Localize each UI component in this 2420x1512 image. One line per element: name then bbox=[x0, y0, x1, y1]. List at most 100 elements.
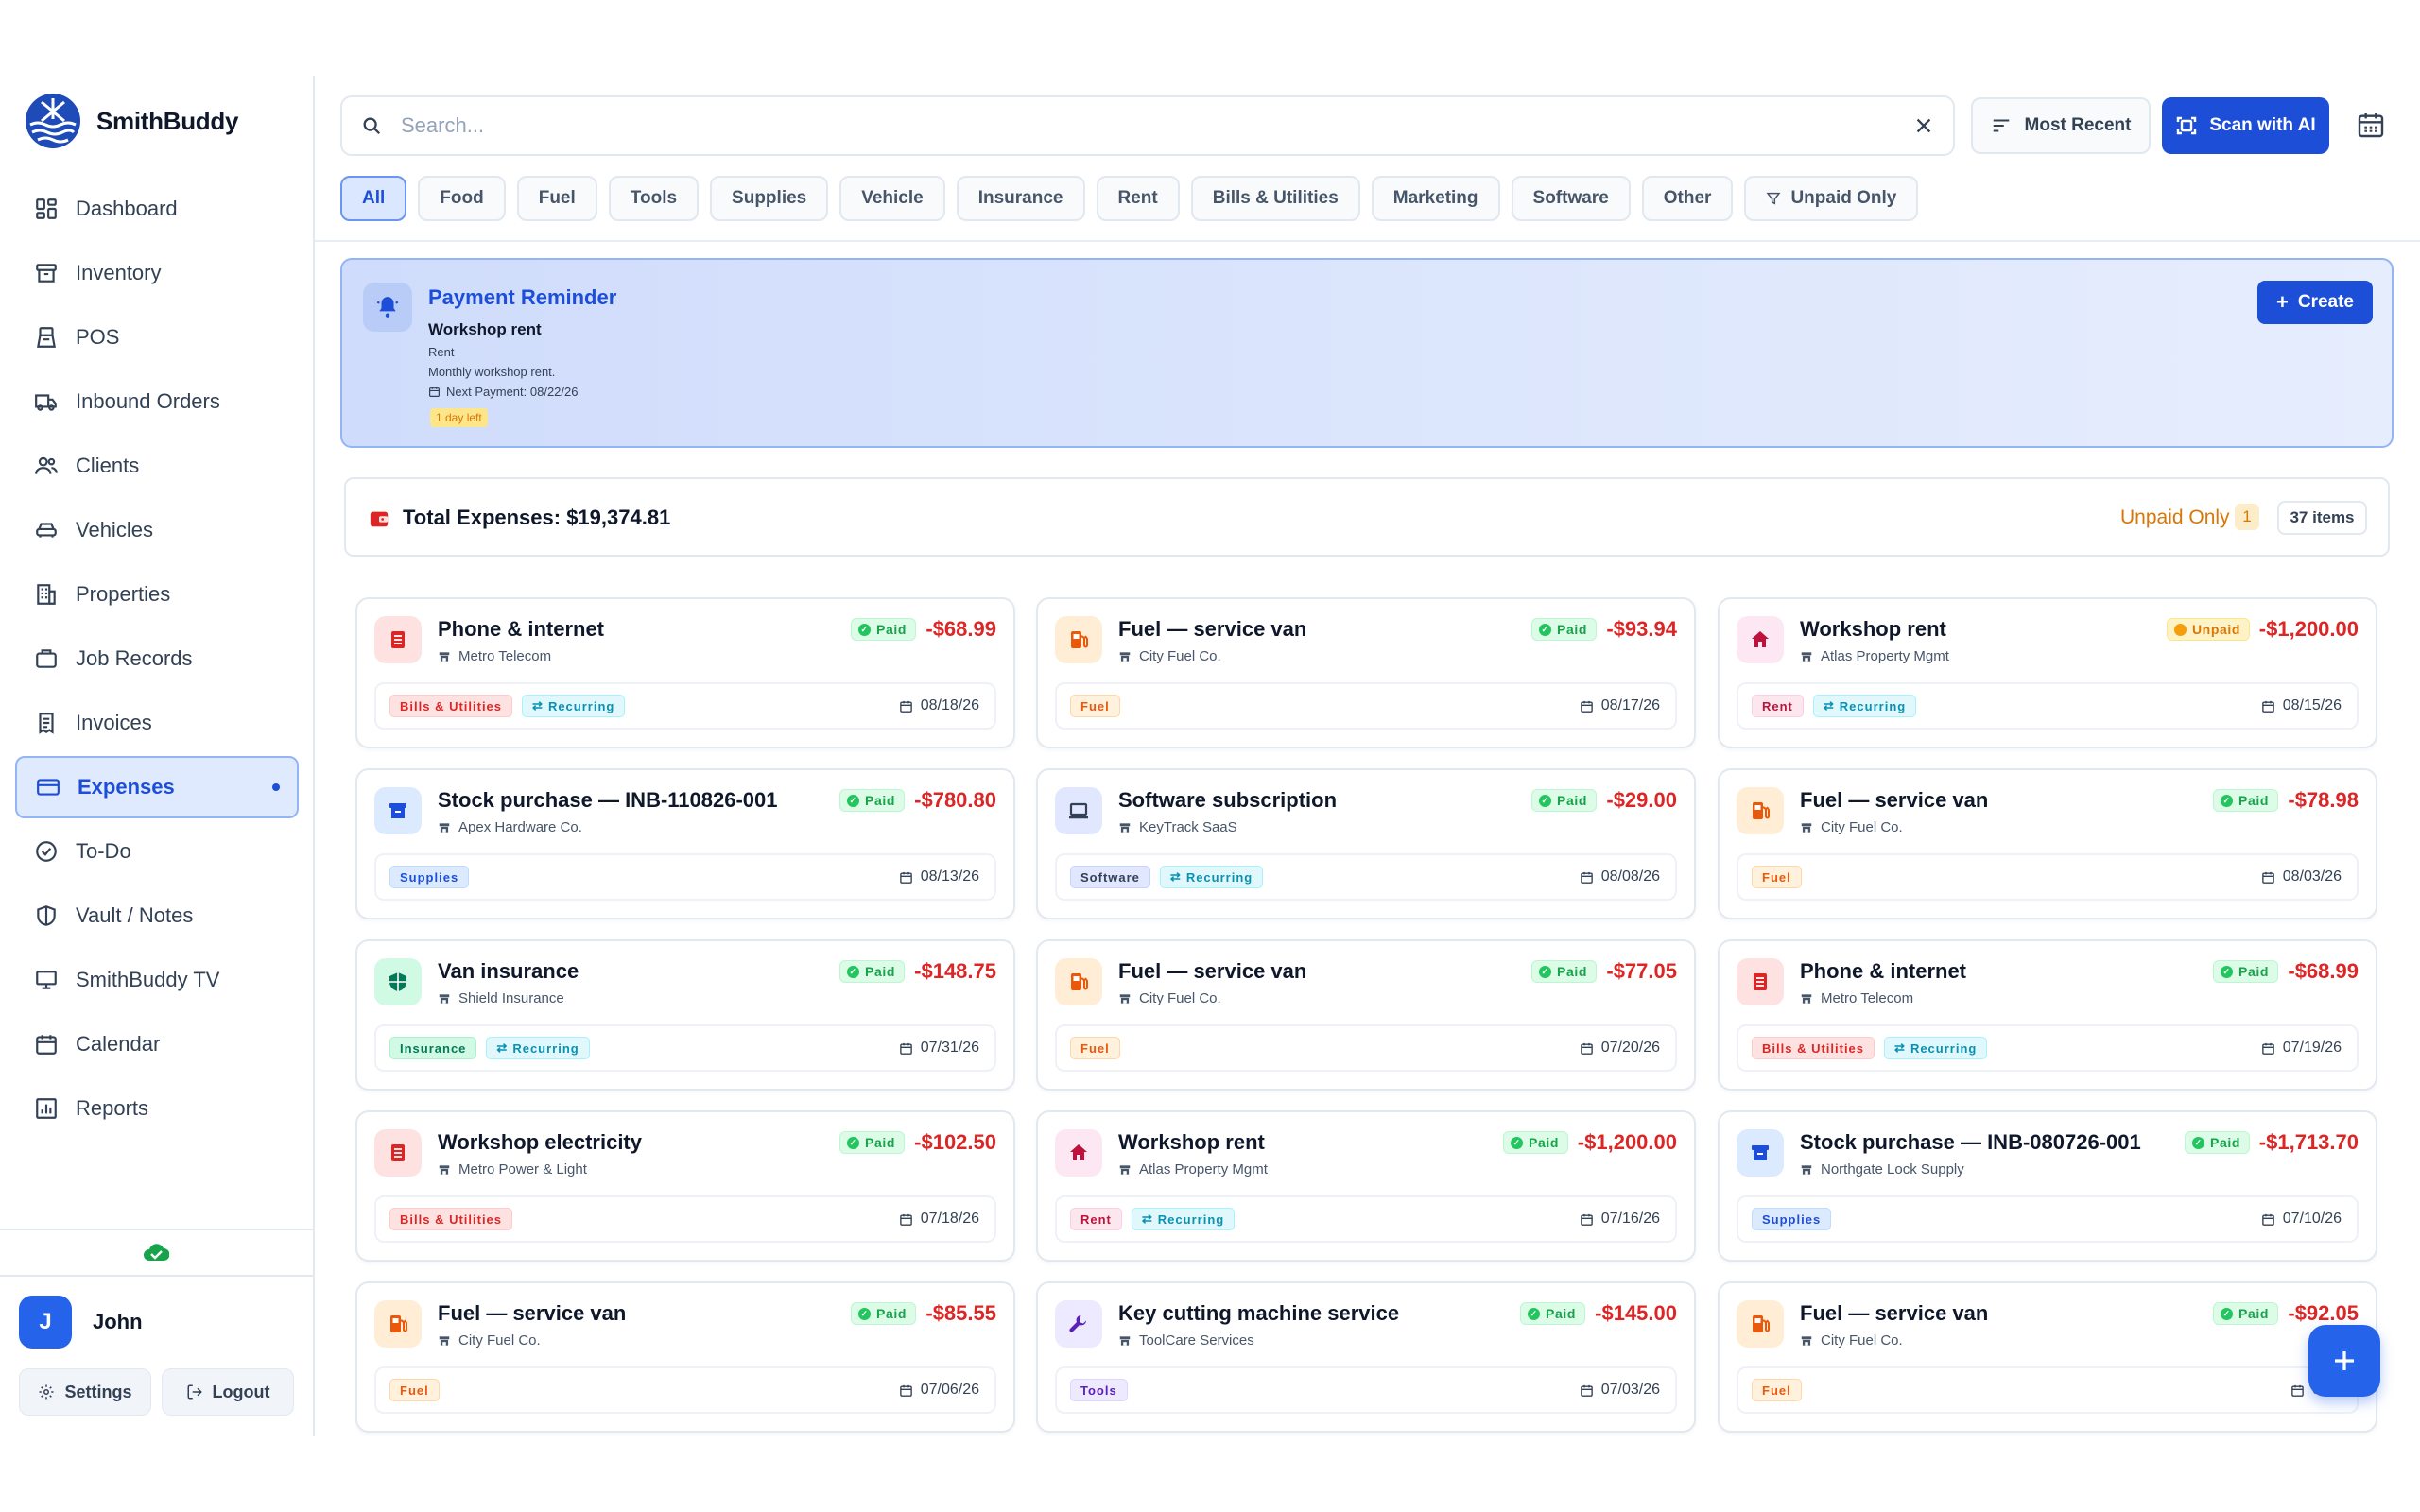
category-tag: Bills & Utilities bbox=[1752, 1037, 1876, 1059]
sidebar-item-vault-notes[interactable]: Vault / Notes bbox=[15, 885, 299, 947]
filter-unpaid-only[interactable]: Unpaid Only bbox=[1744, 176, 1919, 221]
expense-card[interactable]: Phone & internet Metro Telecom ✓ Paid -$68.9… bbox=[355, 597, 1015, 748]
sidebar-item-dashboard[interactable]: Dashboard bbox=[15, 178, 299, 240]
expense-card[interactable]: Fuel — service van City Fuel Co. ✓ Paid -$93… bbox=[1036, 597, 1696, 748]
expense-title: Software subscription bbox=[1118, 788, 1338, 812]
status-badge: ✓ Paid bbox=[851, 1302, 916, 1325]
sidebar-item-vehicles[interactable]: Vehicles bbox=[15, 499, 299, 561]
brand[interactable]: SmithBuddy bbox=[25, 92, 238, 150]
expense-vendor: Metro Telecom bbox=[1800, 990, 1913, 1006]
expense-card[interactable]: Stock purchase — INB-110826-001 Apex Hard… bbox=[355, 768, 1015, 919]
unpaid-only-toggle[interactable]: Unpaid Only bbox=[2120, 507, 2230, 528]
scan-with-ai-button[interactable]: Scan with AI bbox=[2162, 97, 2329, 154]
sidebar-item-job-records[interactable]: Job Records bbox=[15, 627, 299, 690]
laptop-icon bbox=[1055, 787, 1102, 834]
search-input[interactable] bbox=[401, 113, 1913, 138]
add-expense-button[interactable] bbox=[2308, 1325, 2380, 1397]
sidebar-item-to-do[interactable]: To-Do bbox=[15, 820, 299, 883]
bill-icon bbox=[374, 1129, 422, 1177]
fuel-pump-icon bbox=[374, 1300, 422, 1348]
category-tag: Insurance bbox=[389, 1037, 477, 1059]
create-button[interactable]: + Create bbox=[2257, 281, 2373, 324]
expense-grid: Phone & internet Metro Telecom ✓ Paid -$68.9… bbox=[355, 597, 2378, 1436]
store-icon bbox=[1119, 1164, 1131, 1175]
expense-card[interactable]: Van insurance Shield Insurance ✓ Paid -$148.… bbox=[355, 939, 1015, 1091]
filter-chip-tools[interactable]: Tools bbox=[608, 176, 700, 221]
filter-chip-all[interactable]: All bbox=[340, 176, 407, 221]
sort-button[interactable]: Most Recent bbox=[1971, 97, 2151, 154]
sidebar-item-invoices[interactable]: Invoices bbox=[15, 692, 299, 754]
sidebar-item-properties[interactable]: Properties bbox=[15, 563, 299, 626]
expense-title: Fuel — service van bbox=[1118, 617, 1307, 641]
sidebar-item-calendar[interactable]: Calendar bbox=[15, 1013, 299, 1075]
filter-icon bbox=[1766, 192, 1781, 205]
logout-button[interactable]: Logout bbox=[162, 1368, 294, 1416]
filter-chip-bills-utilities[interactable]: Bills & Utilities bbox=[1190, 176, 1360, 221]
filter-chip-rent[interactable]: Rent bbox=[1096, 176, 1180, 221]
sidebar-item-pos[interactable]: POS bbox=[15, 306, 299, 369]
fuel-pump-icon bbox=[1737, 1300, 1784, 1348]
vendor-name: Metro Telecom bbox=[1821, 990, 1914, 1006]
filter-chip-fuel[interactable]: Fuel bbox=[516, 176, 597, 221]
recurring-label: Recurring bbox=[1839, 698, 1907, 713]
cloud-check-icon bbox=[144, 1244, 169, 1261]
sidebar-item-smithbuddy-tv[interactable]: SmithBuddy TV bbox=[15, 949, 299, 1011]
date-text: 07/31/26 bbox=[920, 1040, 979, 1056]
expense-amount: -$68.99 bbox=[925, 617, 996, 641]
sidebar-nav: Dashboard Inventory POS Inbound Orders Clien… bbox=[15, 178, 299, 1142]
vendor-name: Northgate Lock Supply bbox=[1821, 1161, 1964, 1177]
category-tag: Fuel bbox=[1070, 1037, 1120, 1059]
expense-card[interactable]: Fuel — service van City Fuel Co. ✓ Paid -$85… bbox=[355, 1281, 1015, 1433]
filter-chip-software[interactable]: Software bbox=[1511, 176, 1631, 221]
archive-box-icon bbox=[374, 787, 422, 834]
expense-title: Workshop rent bbox=[1800, 617, 1946, 641]
user-name: John bbox=[93, 1310, 143, 1333]
user-profile[interactable]: J John bbox=[19, 1296, 143, 1349]
date-text: 07/03/26 bbox=[1600, 1382, 1660, 1398]
sidebar-item-clients[interactable]: Clients bbox=[15, 435, 299, 497]
bell-icon bbox=[363, 283, 412, 332]
expense-card[interactable]: Phone & internet Metro Telecom ✓ Paid -$68.9… bbox=[1718, 939, 2377, 1091]
expense-date: 07/19/26 bbox=[2261, 1040, 2342, 1057]
clients-icon bbox=[35, 456, 58, 474]
sidebar-item-inbound-orders[interactable]: Inbound Orders bbox=[15, 370, 299, 433]
calendar-icon[interactable] bbox=[2356, 110, 2386, 140]
total-expenses: Total Expenses: $19,374.81 bbox=[403, 506, 671, 529]
filter-chip-insurance[interactable]: Insurance bbox=[956, 176, 1085, 221]
expense-date: 08/03/26 bbox=[2261, 868, 2342, 885]
expense-card[interactable]: Stock purchase — INB-080726-001 Northgate… bbox=[1718, 1110, 2377, 1262]
filter-chip-other[interactable]: Other bbox=[1641, 176, 1734, 221]
expense-card[interactable]: Fuel — service van City Fuel Co. ✓ Paid -$77… bbox=[1036, 939, 1696, 1091]
sidebar-item-expenses[interactable]: Expenses bbox=[15, 756, 299, 818]
vendor-name: Metro Telecom bbox=[458, 648, 552, 664]
status-text: Paid bbox=[1557, 622, 1587, 637]
sidebar-item-inventory[interactable]: Inventory bbox=[15, 242, 299, 304]
expense-amount: -$145.00 bbox=[1595, 1301, 1677, 1325]
repeat-icon: ⇄ bbox=[532, 698, 544, 713]
home-icon bbox=[1737, 616, 1784, 663]
expense-card[interactable]: Workshop electricity Metro Power & Light ✓… bbox=[355, 1110, 1015, 1262]
store-icon bbox=[1801, 822, 1812, 833]
recurring-tag: ⇄ Recurring bbox=[1159, 866, 1264, 888]
sidebar-item-label: Inbound Orders bbox=[76, 389, 220, 413]
close-icon[interactable] bbox=[1913, 115, 1934, 136]
settings-button[interactable]: Settings bbox=[19, 1368, 151, 1416]
expense-footer: Fuel06/2 bbox=[1737, 1366, 2359, 1414]
expense-card[interactable]: Software subscription KeyTrack SaaS ✓ Paid -… bbox=[1036, 768, 1696, 919]
avatar[interactable]: J bbox=[19, 1296, 72, 1349]
filter-chip-supplies[interactable]: Supplies bbox=[710, 176, 829, 221]
filter-chip-marketing[interactable]: Marketing bbox=[1371, 176, 1500, 221]
status-badge: ✓ Paid bbox=[2213, 789, 2278, 812]
expense-card[interactable]: Fuel — service van City Fuel Co. ✓ Paid -$78… bbox=[1718, 768, 2377, 919]
expense-card[interactable]: Workshop rent Atlas Property Mgmt ✓ Paid -$1… bbox=[1036, 1110, 1696, 1262]
sidebar-item-reports[interactable]: Reports bbox=[15, 1077, 299, 1140]
expense-vendor: Atlas Property Mgmt bbox=[1118, 1161, 1268, 1177]
search-bar[interactable] bbox=[340, 95, 1955, 156]
reports-icon bbox=[36, 1098, 57, 1119]
filter-chip-food[interactable]: Food bbox=[418, 176, 506, 221]
filter-chip-vehicle[interactable]: Vehicle bbox=[839, 176, 945, 221]
status-dot-icon: ✓ bbox=[1511, 1136, 1524, 1149]
expense-card[interactable]: Workshop rent Atlas Property Mgmt Unpaid -$… bbox=[1718, 597, 2377, 748]
expense-card[interactable]: Fuel — service van City Fuel Co. ✓ Paid -$92… bbox=[1718, 1281, 2377, 1433]
expense-card[interactable]: Key cutting machine service ToolCare Serv… bbox=[1036, 1281, 1696, 1433]
